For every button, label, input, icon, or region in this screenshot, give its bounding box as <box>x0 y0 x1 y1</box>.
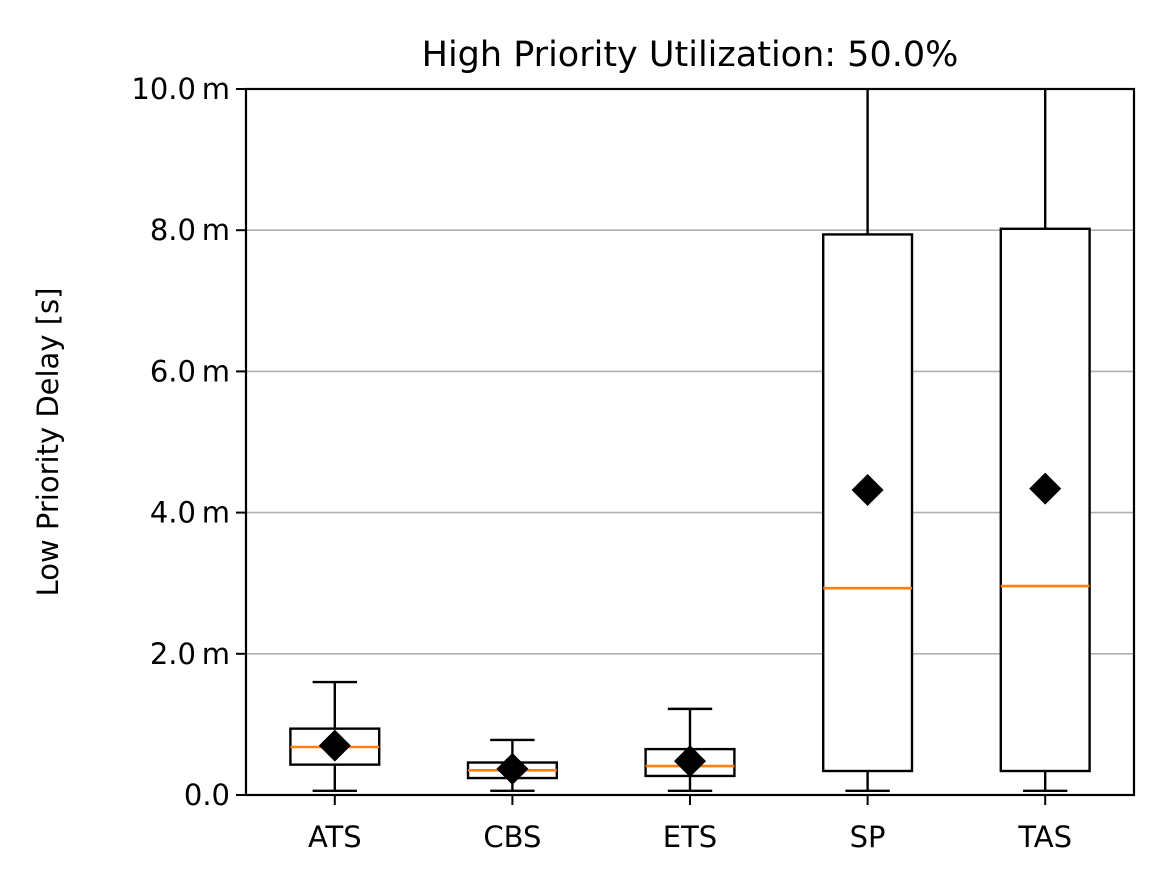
box-group-ets <box>644 707 736 792</box>
mean-marker <box>496 752 529 785</box>
box-group-sp <box>822 89 914 792</box>
x-tick-label: SP <box>850 820 886 854</box>
x-tick-label: ATS <box>308 820 362 854</box>
y-tick-label: 10.0 m <box>131 72 230 106</box>
x-axis: ATS CBS ETS SP TAS <box>308 795 1072 854</box>
x-tick-label: TAS <box>1017 820 1072 854</box>
y-axis: 0.0 2.0 m 4.0 m 6.0 m 8.0 m 10.0 m <box>131 72 246 812</box>
mean-marker <box>318 729 351 762</box>
mean-marker <box>851 474 884 507</box>
x-tick-label: ETS <box>663 820 717 854</box>
grid-lines <box>246 229 1134 655</box>
mean-marker <box>674 745 706 778</box>
mean-marker <box>1029 472 1062 505</box>
box-group-cbs <box>466 738 559 792</box>
y-tick-label: 6.0 m <box>150 354 230 388</box>
box-group-ats <box>289 680 381 792</box>
boxes <box>289 89 1091 792</box>
y-axis-label: Low Priority Delay [s] <box>31 288 65 597</box>
x-tick-label: CBS <box>483 820 541 854</box>
y-tick-label: 8.0 m <box>150 213 230 247</box>
y-tick-label: 2.0 m <box>150 637 230 671</box>
y-tick-label: 4.0 m <box>150 496 230 530</box>
y-tick-label: 0.0 <box>184 778 230 812</box>
chart-title: High Priority Utilization: 50.0% <box>422 35 959 75</box>
box-group-tas <box>999 89 1091 792</box>
